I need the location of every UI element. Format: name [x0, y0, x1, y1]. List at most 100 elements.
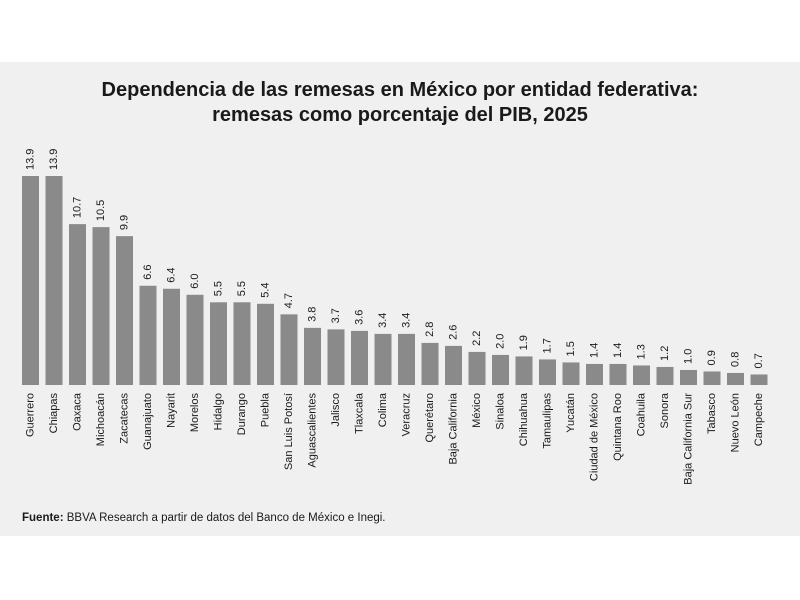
- category-label-21: Chihuahua: [518, 392, 530, 446]
- value-label-21: 1.9: [518, 335, 530, 350]
- value-label-11: 4.7: [283, 293, 295, 308]
- category-label-30: Nuevo León: [730, 393, 742, 452]
- bar-7: [186, 294, 204, 385]
- category-label-8: Hidalgo: [213, 393, 225, 430]
- bar-9: [233, 302, 251, 385]
- value-label-26: 1.3: [636, 344, 648, 359]
- value-label-16: 3.4: [401, 313, 413, 328]
- category-label-1: Chiapas: [48, 393, 60, 434]
- category-label-10: Puebla: [260, 392, 272, 427]
- value-label-28: 1.0: [683, 349, 695, 364]
- value-label-9: 5.5: [236, 281, 248, 296]
- bar-4: [116, 236, 133, 385]
- value-label-19: 2.2: [471, 331, 483, 346]
- bar-30: [727, 372, 744, 385]
- bar-3: [92, 227, 110, 385]
- category-label-26: Coahuila: [636, 392, 648, 436]
- category-label-16: Veracruz: [401, 393, 413, 436]
- bar-8: [210, 302, 227, 385]
- value-label-24: 1.4: [589, 343, 601, 358]
- category-label-19: México: [471, 393, 483, 428]
- bar-23: [562, 362, 580, 385]
- value-label-25: 1.4: [612, 343, 624, 358]
- value-label-7: 6.0: [189, 273, 201, 288]
- chart-title-line-1: Dependencia de las remesas en México por…: [101, 79, 699, 101]
- bar-6: [163, 288, 180, 385]
- bar-27: [656, 366, 674, 385]
- value-label-15: 3.4: [377, 313, 389, 328]
- bar-25: [609, 363, 627, 385]
- category-label-7: Morelos: [189, 393, 201, 433]
- source-note: Fuente: BBVA Research a partir de datos …: [22, 512, 386, 524]
- bar-10: [257, 303, 274, 385]
- value-label-22: 1.7: [542, 338, 554, 353]
- bar-24: [586, 363, 603, 385]
- bar-28: [680, 369, 697, 385]
- value-label-13: 3.7: [330, 308, 342, 323]
- category-label-18: Baja California: [448, 392, 460, 464]
- source-label: Fuente:: [22, 512, 64, 524]
- bar-21: [515, 356, 533, 385]
- category-label-2: Oaxaca: [72, 392, 84, 431]
- category-label-17: Querétaro: [424, 393, 436, 443]
- value-label-4: 9.9: [119, 215, 131, 230]
- category-label-3: Michoacán: [95, 393, 107, 446]
- value-label-29: 0.9: [706, 350, 718, 365]
- bar-18: [445, 345, 462, 385]
- category-label-14: Tlaxcala: [354, 392, 366, 434]
- bar-13: [327, 329, 345, 385]
- bar-22: [539, 359, 556, 385]
- category-label-11: San Luis Potosí: [283, 393, 295, 470]
- value-label-30: 0.8: [730, 352, 742, 367]
- bar-15: [374, 333, 392, 385]
- category-label-24: Ciudad de México: [589, 393, 601, 481]
- value-label-2: 10.7: [72, 197, 84, 218]
- value-label-17: 2.8: [424, 322, 436, 337]
- category-label-29: Tabasco: [706, 393, 718, 434]
- source-text: BBVA Research a partir de datos del Banc…: [63, 512, 386, 524]
- category-label-13: Jalisco: [330, 393, 342, 427]
- bar-1: [45, 176, 63, 385]
- value-label-3: 10.5: [95, 200, 107, 221]
- category-label-5: Guanajuato: [142, 393, 154, 450]
- value-label-27: 1.2: [659, 346, 671, 361]
- category-label-20: Sinaloa: [495, 392, 507, 430]
- value-label-10: 5.4: [260, 283, 272, 298]
- category-label-0: Guerrero: [25, 393, 37, 437]
- value-label-12: 3.8: [307, 307, 319, 322]
- category-label-25: Quintana Roo: [612, 393, 624, 461]
- bar-14: [351, 330, 368, 385]
- chart-panel: [0, 62, 800, 536]
- bar-0: [22, 176, 39, 385]
- category-label-27: Sonora: [659, 392, 671, 428]
- value-label-20: 2.0: [495, 334, 507, 349]
- category-label-23: Yucatán: [565, 393, 577, 433]
- chart-title: Dependencia de las remesas en México por…: [0, 78, 800, 128]
- category-label-4: Zacatecas: [119, 393, 131, 444]
- bar-2: [69, 224, 86, 385]
- bar-12: [304, 327, 321, 385]
- category-label-12: Aguascalientes: [307, 393, 319, 468]
- bar-16: [398, 333, 415, 385]
- value-label-0: 13.9: [25, 149, 37, 170]
- category-label-9: Durango: [236, 393, 248, 435]
- bar-29: [703, 371, 721, 385]
- value-label-14: 3.6: [354, 310, 366, 325]
- category-label-28: Baja California Sur: [683, 393, 695, 485]
- category-label-15: Colima: [377, 392, 389, 427]
- bar-5: [139, 285, 157, 385]
- bar-19: [468, 351, 486, 385]
- value-label-5: 6.6: [142, 264, 154, 279]
- value-label-8: 5.5: [213, 281, 225, 296]
- bar-17: [421, 342, 439, 385]
- value-label-23: 1.5: [565, 341, 577, 356]
- value-label-1: 13.9: [48, 149, 60, 170]
- category-label-6: Nayarit: [166, 393, 178, 428]
- value-label-18: 2.6: [448, 325, 460, 340]
- chart-title-line-2: remesas como porcentaje del PIB, 2025: [212, 104, 588, 126]
- value-label-31: 0.7: [753, 353, 765, 368]
- bar-26: [633, 365, 650, 385]
- bar-31: [750, 374, 768, 385]
- category-label-31: Campeche: [753, 393, 765, 446]
